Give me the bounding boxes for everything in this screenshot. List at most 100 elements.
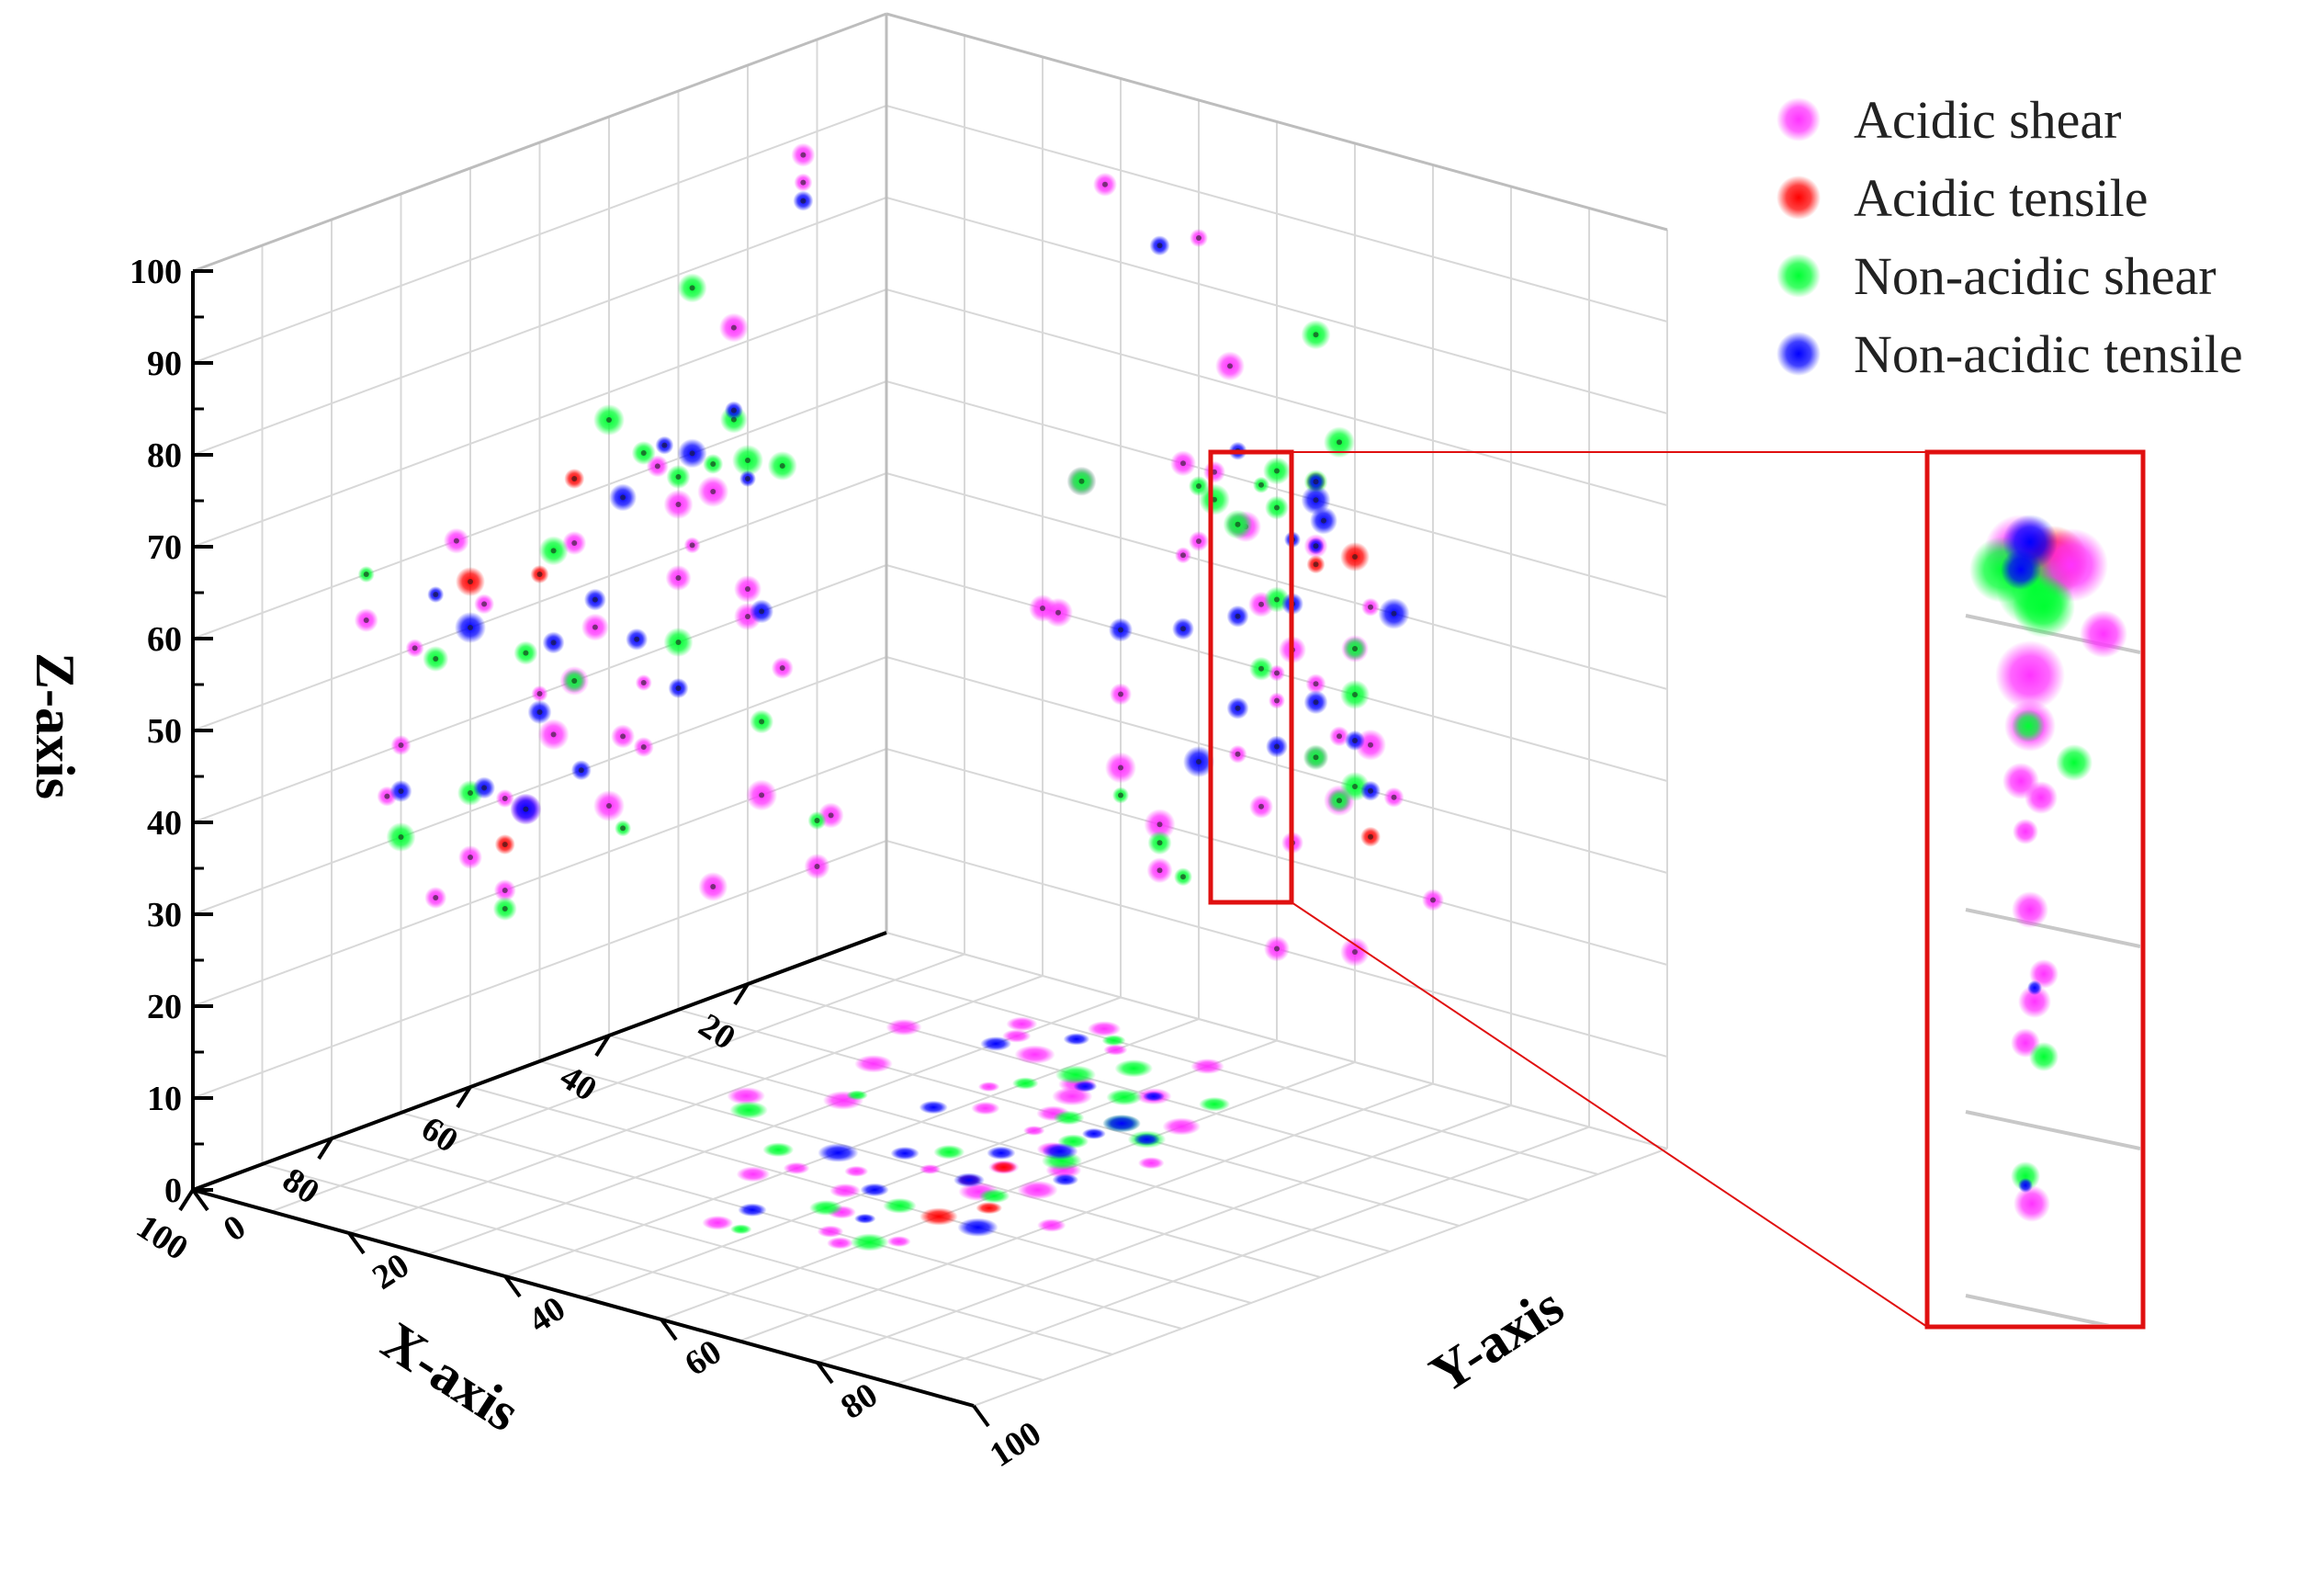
- y-axis-title: Y-axis: [1419, 1275, 1574, 1405]
- inset-point: [2014, 1185, 2050, 1222]
- data-point: [807, 811, 1192, 1047]
- legend-label: Acidic shear: [1854, 90, 2121, 150]
- data-point: [473, 735, 1288, 1197]
- data-point: [583, 588, 1303, 1161]
- grid-line: [400, 1112, 1182, 1330]
- data-point: [697, 476, 1261, 1106]
- inset-point: [2011, 1161, 2040, 1191]
- x-tick-label: 40: [553, 1058, 604, 1109]
- data-point: [562, 531, 1328, 1175]
- grid-line: [886, 289, 1668, 506]
- z-tick-label: 50: [147, 712, 182, 751]
- data-point: [495, 744, 1247, 1177]
- data-point: [424, 832, 1303, 1219]
- data-point: [538, 466, 1097, 1119]
- inset-point: [2029, 1042, 2059, 1071]
- data-point: [562, 656, 1273, 1160]
- data-point: [631, 441, 1328, 1149]
- z-tick-label: 60: [147, 620, 182, 659]
- legend-item: Non-acidic tensile: [1777, 324, 2243, 384]
- data-point: [527, 690, 1328, 1188]
- y-axis-line: [192, 1188, 975, 1408]
- data-point: [615, 787, 1129, 1101]
- data-point: [818, 802, 1173, 1037]
- frame-line: [192, 12, 887, 273]
- y-tick-mark: [191, 1188, 209, 1212]
- data-point: [626, 617, 1194, 1115]
- grid-line: [886, 380, 1668, 598]
- data-point: [677, 438, 1331, 1133]
- grid-line: [660, 1061, 1356, 1320]
- data-point: [683, 537, 1191, 1093]
- data-point: [581, 613, 1369, 1179]
- inset-grid-line: [1965, 908, 2140, 948]
- z-tick-label: 30: [147, 896, 182, 934]
- data-point: [791, 142, 1117, 1032]
- x-tick-label: 80: [276, 1161, 326, 1212]
- x-tick-mark: [317, 1137, 333, 1161]
- data-point: [663, 628, 1370, 1149]
- points-layer: [354, 142, 1444, 1251]
- grid-line: [192, 289, 887, 548]
- data-point: [633, 737, 1405, 1170]
- data-point: [405, 597, 1380, 1248]
- y-tick-mark: [972, 1404, 990, 1428]
- grid-line: [973, 1148, 1668, 1407]
- y-tick-mark: [660, 1318, 678, 1342]
- grid-line: [192, 380, 887, 640]
- z-axis-title: Z-axis: [25, 652, 85, 799]
- legend-label: Non-acidic tensile: [1854, 324, 2243, 384]
- data-point: [456, 542, 1370, 1226]
- grid-line: [886, 197, 1668, 414]
- z-tick-label: 100: [130, 253, 182, 291]
- grid-line: [817, 1104, 1512, 1364]
- data-point: [492, 831, 1172, 1158]
- data-point: [732, 445, 1230, 1084]
- legend-marker: [1777, 254, 1821, 298]
- x-tick-label: 20: [692, 1006, 742, 1058]
- legend-item: Acidic tensile: [1777, 168, 2149, 228]
- frame-line: [886, 12, 1668, 232]
- inset-cluster: [1965, 515, 2140, 1324]
- data-point: [665, 565, 1274, 1122]
- data-point: [739, 470, 1301, 1102]
- legend-item: Non-acidic shear: [1777, 246, 2217, 306]
- grid-line: [739, 1082, 1434, 1342]
- data-point: [455, 597, 1410, 1237]
- data-point: [655, 436, 1326, 1139]
- data-point: [635, 674, 1285, 1136]
- inset-point: [2025, 781, 2058, 814]
- data-point: [750, 599, 1133, 1051]
- data-point: [542, 605, 1249, 1161]
- data-point: [804, 854, 1290, 1074]
- data-point: [663, 466, 1097, 1073]
- z-tick-label: 40: [147, 804, 182, 843]
- y-tick-mark: [816, 1361, 834, 1385]
- grid-line: [331, 1138, 1113, 1355]
- y-tick-label: 80: [834, 1376, 885, 1427]
- data-point: [510, 785, 1355, 1202]
- inset-point: [2012, 709, 2045, 742]
- data-point: [666, 465, 1289, 1126]
- data-point: [794, 173, 1208, 1056]
- y-tick-label: 100: [983, 1414, 1048, 1475]
- z-tick-label: 20: [147, 988, 182, 1026]
- data-point: [537, 719, 1386, 1200]
- y-tick-label: 60: [678, 1332, 728, 1384]
- grid-line: [192, 472, 887, 731]
- legend-label: Acidic tensile: [1854, 168, 2149, 228]
- grid-line: [192, 105, 887, 364]
- x-tick-mark: [178, 1188, 195, 1212]
- data-point: [611, 724, 1328, 1157]
- inset-point: [2018, 985, 2051, 1018]
- z-tick-label: 0: [164, 1172, 182, 1210]
- data-point: [513, 637, 1367, 1204]
- legend-marker: [1777, 332, 1821, 376]
- grid-layer: [192, 12, 1668, 1407]
- x-axis-title: X-axis: [371, 1310, 530, 1443]
- z-tick-label: 80: [147, 436, 182, 475]
- legend-marker: [1777, 97, 1821, 142]
- data-point: [668, 678, 1365, 1146]
- zoom-connector: [1291, 901, 1928, 1328]
